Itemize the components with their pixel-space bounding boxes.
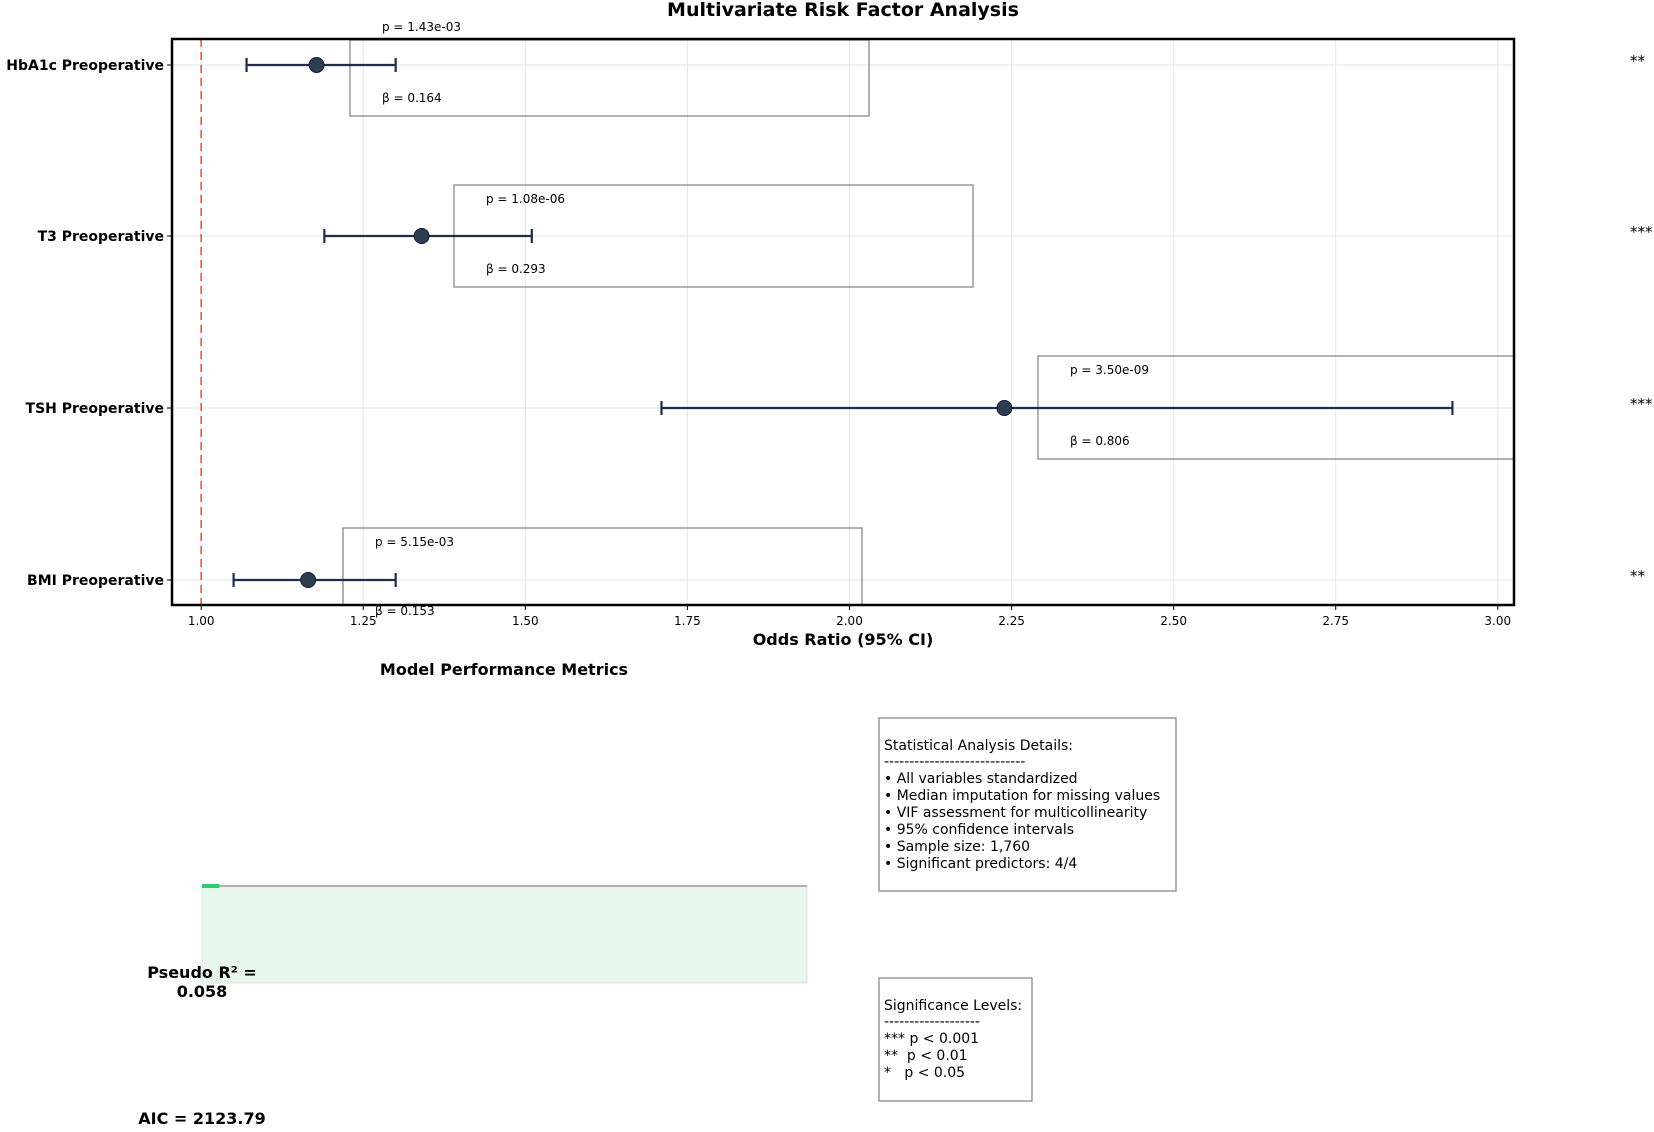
significance-stars: ** [1630,567,1646,585]
stats-box-line: • Sample size: 1,760 [884,839,1030,855]
significance-stars: *** [1630,223,1653,241]
x-tick-label: 2.00 [836,614,863,628]
forest-grid [172,39,1514,605]
stats-box-line: • VIF assessment for multicollinearity [884,805,1147,821]
aic-value: AIC = 2123.79 [138,1109,266,1128]
stats-box-rule: ---------------------------- [884,754,1025,770]
predictor-label: BMI Preoperative [27,573,164,589]
odds-ratio-point [413,228,430,244]
beta-label: β = 0.164 [382,91,442,105]
pseudo-r2-bar [202,884,220,888]
beta-label: β = 0.293 [486,262,546,276]
significance-level: *** p < 0.001 [884,1031,979,1047]
stats-box-line: • All variables standardized [884,771,1078,787]
beta-label: β = 0.806 [1070,434,1130,448]
p-value-label: p = 3.50e-09 [1070,363,1149,377]
significance-level: ** p < 0.01 [884,1048,968,1064]
x-tick-label: 1.50 [512,614,539,628]
x-tick-label: 2.25 [998,614,1025,628]
beta-label: β = 0.153 [375,604,435,618]
p-value-label: p = 1.43e-03 [382,20,461,34]
x-tick-label: 3.00 [1484,614,1511,628]
x-tick-label: 2.75 [1322,614,1349,628]
stats-box-title: Statistical Analysis Details: [884,738,1073,754]
p-value-label: p = 1.08e-06 [486,192,565,206]
pseudo-r2-range-fill [201,885,808,984]
performance-title: Model Performance Metrics [380,660,628,679]
stats-box-line: • Significant predictors: 4/4 [884,856,1077,872]
stats-box-line: • 95% confidence intervals [884,822,1074,838]
significance-box-text: Significance Levels: -------------------… [884,998,1022,1081]
pseudo-r2-label: Pseudo R² = [147,963,257,982]
stats-box-text: Statistical Analysis Details: ----------… [884,738,1160,872]
significance-stars: ** [1630,52,1646,70]
forest-marks: p = 1.43e-03 β = 0.164 HbA1c Preoperative *… [6,20,1653,618]
stats-box [878,717,1177,892]
x-tick-label: 1.00 [188,614,215,628]
x-tick-label: 1.25 [350,614,377,628]
predictor-label: HbA1c Preoperative [6,58,164,74]
forest-x-axis-label: Odds Ratio (95% CI) [753,630,934,649]
odds-ratio-point [300,572,317,588]
predictor-label: T3 Preoperative [38,229,164,245]
stats-box-line: • Median imputation for missing values [884,788,1160,804]
significance-level: * p < 0.05 [884,1065,965,1081]
pseudo-r2-value: 0.058 [177,982,228,1001]
x-tick-label: 2.50 [1160,614,1187,628]
forest-x-ticks: 1.00 1.25 1.50 1.75 2.00 2.25 2.50 2.75 3.00 [188,605,1511,628]
p-value-label: p = 5.15e-03 [375,535,454,549]
forest-title: Multivariate Risk Factor Analysis [667,0,1019,21]
odds-ratio-point [996,400,1013,416]
significance-box-title: Significance Levels: [884,998,1022,1014]
x-tick-label: 1.75 [674,614,701,628]
significance-stars: *** [1630,395,1653,413]
odds-ratio-point [308,57,325,73]
predictor-label: TSH Preoperative [26,401,164,417]
significance-box-rule: ------------------- [884,1014,980,1030]
significance-box [878,977,1033,1102]
forest-plot-frame [170,37,1516,607]
